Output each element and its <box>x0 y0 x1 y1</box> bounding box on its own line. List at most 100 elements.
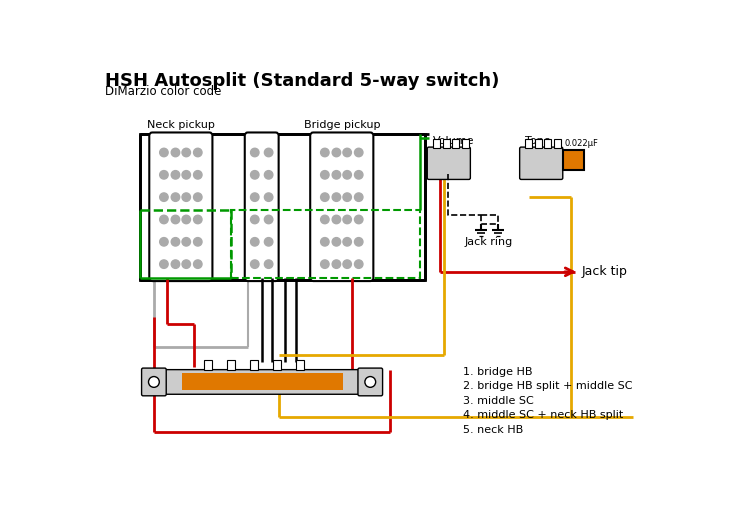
FancyBboxPatch shape <box>358 368 383 396</box>
Bar <box>231 210 420 278</box>
Text: Tone: Tone <box>525 136 551 146</box>
Circle shape <box>182 193 191 201</box>
Text: HSH Autosplit (Standard 5-way switch): HSH Autosplit (Standard 5-way switch) <box>105 72 499 89</box>
Circle shape <box>194 238 202 246</box>
Circle shape <box>321 171 329 179</box>
FancyBboxPatch shape <box>428 147 470 179</box>
Text: 5. neck HB: 5. neck HB <box>464 425 524 435</box>
Circle shape <box>160 148 168 157</box>
Circle shape <box>343 193 351 201</box>
Circle shape <box>264 238 273 246</box>
Text: 0.022μF: 0.022μF <box>565 139 598 148</box>
Circle shape <box>321 238 329 246</box>
Circle shape <box>160 238 168 246</box>
Circle shape <box>194 260 202 268</box>
Circle shape <box>321 260 329 268</box>
Circle shape <box>355 215 363 224</box>
Circle shape <box>343 215 351 224</box>
Circle shape <box>343 260 351 268</box>
Circle shape <box>343 148 351 157</box>
Circle shape <box>160 171 168 179</box>
Circle shape <box>160 215 168 224</box>
Circle shape <box>160 193 168 201</box>
FancyBboxPatch shape <box>149 133 213 281</box>
Circle shape <box>332 238 341 246</box>
Text: Jack ring: Jack ring <box>464 237 513 247</box>
Circle shape <box>182 238 191 246</box>
Circle shape <box>182 260 191 268</box>
Bar <box>140 134 425 280</box>
FancyBboxPatch shape <box>245 133 279 281</box>
Circle shape <box>355 260 363 268</box>
Bar <box>250 360 258 370</box>
Circle shape <box>332 148 341 157</box>
Bar <box>227 360 235 370</box>
Circle shape <box>171 171 180 179</box>
Bar <box>535 139 542 148</box>
Circle shape <box>264 193 273 201</box>
Circle shape <box>171 193 180 201</box>
Circle shape <box>250 238 259 246</box>
Text: Neck pickup: Neck pickup <box>147 120 215 130</box>
Circle shape <box>160 260 168 268</box>
Bar <box>554 139 562 148</box>
Circle shape <box>264 171 273 179</box>
FancyBboxPatch shape <box>310 133 373 281</box>
Text: Bridge pickup: Bridge pickup <box>303 120 380 130</box>
Circle shape <box>264 148 273 157</box>
Circle shape <box>182 215 191 224</box>
Bar <box>563 150 584 170</box>
Text: Jack tip: Jack tip <box>582 265 628 278</box>
Bar <box>182 373 342 391</box>
Text: 3. middle SC: 3. middle SC <box>464 396 534 406</box>
Text: Volume: Volume <box>433 136 474 146</box>
Circle shape <box>264 260 273 268</box>
Bar <box>297 360 304 370</box>
Circle shape <box>343 171 351 179</box>
Circle shape <box>182 171 191 179</box>
Bar <box>273 360 281 370</box>
Circle shape <box>355 171 363 179</box>
Circle shape <box>194 148 202 157</box>
Bar <box>204 360 212 370</box>
Circle shape <box>171 148 180 157</box>
Circle shape <box>171 215 180 224</box>
Circle shape <box>182 148 191 157</box>
Bar <box>462 139 469 148</box>
Circle shape <box>321 215 329 224</box>
FancyBboxPatch shape <box>520 147 563 179</box>
FancyBboxPatch shape <box>163 370 361 394</box>
Circle shape <box>365 376 375 387</box>
Circle shape <box>194 215 202 224</box>
Circle shape <box>355 238 363 246</box>
Bar <box>442 139 450 148</box>
Circle shape <box>250 193 259 201</box>
Circle shape <box>250 148 259 157</box>
Circle shape <box>332 171 341 179</box>
Circle shape <box>171 260 180 268</box>
Circle shape <box>355 193 363 201</box>
Text: 2. bridge HB split + middle SC: 2. bridge HB split + middle SC <box>464 381 633 391</box>
Circle shape <box>194 193 202 201</box>
Circle shape <box>194 171 202 179</box>
Circle shape <box>321 148 329 157</box>
Circle shape <box>250 171 259 179</box>
Circle shape <box>250 260 259 268</box>
Circle shape <box>332 260 341 268</box>
Circle shape <box>264 215 273 224</box>
Circle shape <box>321 193 329 201</box>
Circle shape <box>250 215 259 224</box>
Bar <box>525 139 532 148</box>
Circle shape <box>149 376 159 387</box>
Bar <box>452 139 459 148</box>
FancyBboxPatch shape <box>141 368 166 396</box>
Bar <box>433 139 439 148</box>
Text: 1. bridge HB: 1. bridge HB <box>464 367 533 376</box>
Circle shape <box>332 193 341 201</box>
Circle shape <box>343 238 351 246</box>
Text: DiMarzio color code: DiMarzio color code <box>105 85 221 98</box>
Circle shape <box>355 148 363 157</box>
Circle shape <box>171 238 180 246</box>
Text: 4. middle SC + neck HB split: 4. middle SC + neck HB split <box>464 410 623 421</box>
Circle shape <box>332 215 341 224</box>
